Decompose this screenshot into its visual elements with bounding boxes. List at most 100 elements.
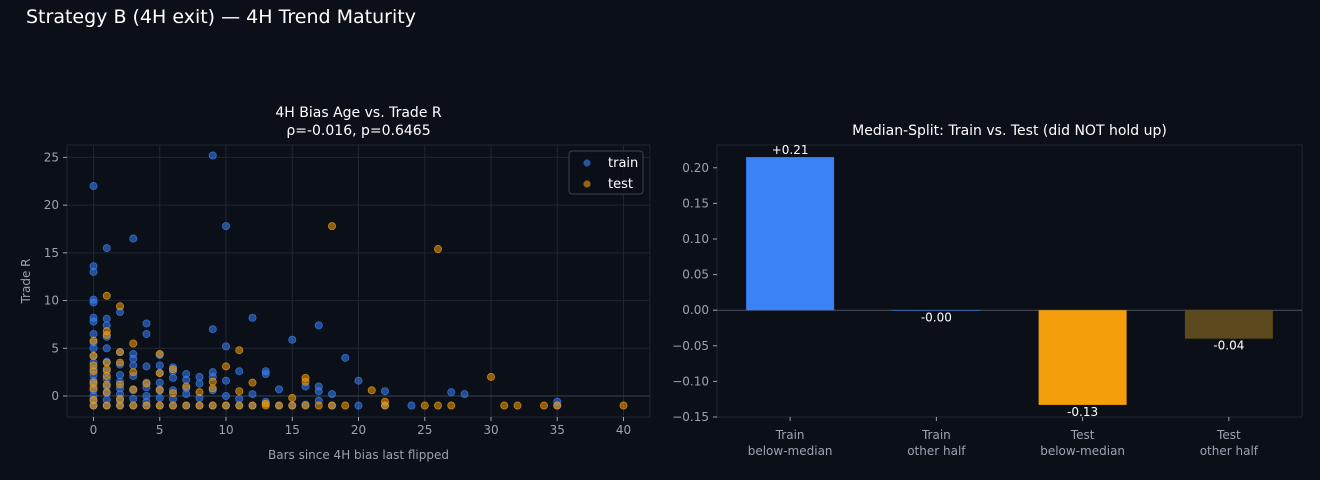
train-point xyxy=(142,319,151,328)
x-tick-label: 0 xyxy=(90,423,98,437)
train-point xyxy=(248,313,257,322)
legend-test-marker xyxy=(583,180,591,188)
y-tick-label: 0.00 xyxy=(682,303,709,317)
train-point xyxy=(288,335,297,344)
test-point xyxy=(155,401,164,410)
test-point xyxy=(155,386,164,395)
x-tick-label: 15 xyxy=(285,423,300,437)
train-point xyxy=(341,353,350,362)
scatter-points xyxy=(89,151,628,410)
train-point xyxy=(208,151,217,160)
test-point xyxy=(380,401,389,410)
test-point xyxy=(102,330,111,339)
train-point xyxy=(89,267,98,276)
test-point xyxy=(168,389,177,398)
train-point xyxy=(380,387,389,396)
train-point xyxy=(354,376,363,385)
test-point xyxy=(433,245,442,254)
train-point xyxy=(142,329,151,338)
train-point xyxy=(89,344,98,353)
bar-value-label: +0.21 xyxy=(772,143,809,157)
train-point xyxy=(155,361,164,370)
train-point xyxy=(89,329,98,338)
test-point xyxy=(367,386,376,395)
y-tick-label: −0.15 xyxy=(672,410,709,424)
legend-train-label: train xyxy=(608,156,638,171)
test-point xyxy=(500,401,509,410)
train-point xyxy=(354,401,363,410)
scatter-x-ticks: 0 5 10 15 20 25 30 35 40 xyxy=(90,417,631,437)
train-point xyxy=(89,182,98,191)
y-tick-label: 15 xyxy=(44,246,59,260)
train-point xyxy=(102,244,111,253)
train-point xyxy=(102,314,111,323)
x-tick-label: below-median xyxy=(1040,444,1125,458)
train-point xyxy=(261,370,270,379)
test-point xyxy=(182,382,191,391)
train-point xyxy=(221,376,230,385)
train-point xyxy=(460,390,469,399)
train-point xyxy=(102,344,111,353)
y-tick-label: 20 xyxy=(44,198,59,212)
x-tick-label: other half xyxy=(1200,444,1259,458)
train-point xyxy=(208,325,217,334)
test-point xyxy=(129,385,138,394)
y-tick-label: 25 xyxy=(44,150,59,164)
test-point xyxy=(513,401,522,410)
test-point xyxy=(314,401,323,410)
test-point xyxy=(116,348,125,357)
y-tick-label: −0.10 xyxy=(672,374,709,388)
test-point xyxy=(155,369,164,378)
bars xyxy=(746,157,1273,405)
x-tick-label: Train xyxy=(775,428,805,442)
bar-x-ticks: Train below-median Train other half Test belo… xyxy=(748,417,1259,458)
bar-value-label: -0.00 xyxy=(921,311,952,325)
test-point xyxy=(195,401,204,410)
test-point xyxy=(235,346,244,355)
x-tick-label: below-median xyxy=(748,444,833,458)
test-point xyxy=(102,388,111,397)
test-point xyxy=(553,401,562,410)
train-point xyxy=(155,393,164,402)
y-tick-label: 0 xyxy=(51,389,59,403)
train-point xyxy=(129,361,138,370)
test-point xyxy=(486,372,495,381)
test-point xyxy=(248,401,257,410)
test-point xyxy=(248,378,257,387)
x-tick-label: Test xyxy=(1070,428,1095,442)
train-point xyxy=(235,367,244,376)
legend-train-marker xyxy=(583,159,591,167)
test-point xyxy=(168,365,177,374)
train-point xyxy=(182,390,191,399)
test-point xyxy=(102,380,111,389)
train-point xyxy=(274,385,283,394)
test-point xyxy=(116,358,125,367)
bar xyxy=(746,157,835,311)
bar-value-label: -0.13 xyxy=(1067,405,1098,419)
scatter-y-ticks: 0 5 10 15 20 25 xyxy=(44,150,67,403)
test-point xyxy=(327,222,336,231)
x-tick-label: 40 xyxy=(616,423,631,437)
scatter-title: 4H Bias Age vs. Trade R xyxy=(275,105,441,121)
train-point xyxy=(314,387,323,396)
test-point xyxy=(420,401,429,410)
test-point xyxy=(301,401,310,410)
y-tick-label: 0.20 xyxy=(682,161,709,175)
x-tick-label: 30 xyxy=(483,423,498,437)
scatter-grid xyxy=(67,145,650,417)
test-point xyxy=(142,401,151,410)
train-point xyxy=(407,401,416,410)
train-point xyxy=(195,379,204,388)
test-point xyxy=(102,401,111,410)
bar-title: Median-Split: Train vs. Test (did NOT ho… xyxy=(852,123,1167,139)
test-point xyxy=(221,401,230,410)
y-tick-label: 0.10 xyxy=(682,232,709,246)
test-point xyxy=(540,401,549,410)
scatter-y-axis-label: Trade R xyxy=(19,258,33,304)
y-tick-label: 10 xyxy=(44,294,59,308)
bar-panel: −0.15 −0.10 −0.05 0.00 0.05 0.10 0.15 0.20 Trai… xyxy=(672,123,1303,458)
test-point xyxy=(235,387,244,396)
test-point xyxy=(102,291,111,300)
test-point xyxy=(89,336,98,345)
train-point xyxy=(447,388,456,397)
